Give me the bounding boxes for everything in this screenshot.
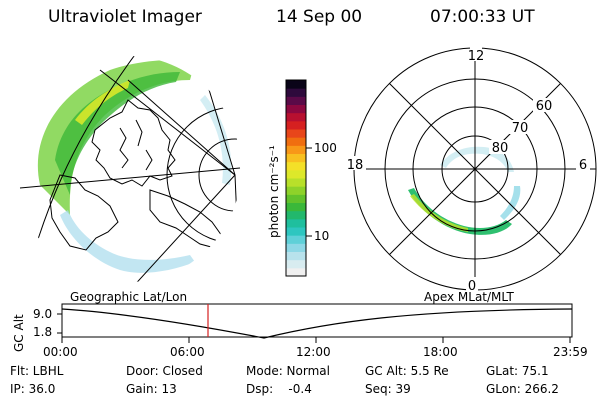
colorbar-swatch	[286, 235, 306, 244]
x-tick-1200: 12:00	[296, 345, 331, 359]
mlt-label-noon: 12	[468, 49, 485, 64]
param-dsp: Dsp: -0.4	[246, 382, 312, 396]
timeline-axis-label: GC Alt	[12, 314, 26, 352]
param-door: Door: Closed	[126, 364, 203, 378]
orbit-timeline: GC Alt	[12, 303, 573, 352]
mlt-label-dawn: 6	[579, 158, 587, 173]
lat-label-60: 60	[536, 99, 553, 114]
param-gc-alt: GC Alt: 5.5 Re	[365, 364, 449, 378]
lat-label-70: 70	[512, 121, 529, 136]
param-seq: Seq: 39	[365, 382, 411, 396]
param-filter: Flt: LBHL	[10, 364, 64, 378]
apex-caption: Apex MLat/MLT	[424, 290, 514, 304]
instrument-title: Ultraviolet Imager	[48, 7, 202, 27]
colorbar-swatch	[286, 259, 306, 269]
x-tick-1800: 18:00	[423, 345, 458, 359]
colorbar-swatch	[286, 194, 306, 203]
colorbar-swatch	[286, 210, 306, 220]
lat-label-80: 80	[492, 141, 509, 156]
colorbar-swatch	[286, 202, 306, 212]
colorbar-tick-10: 10	[314, 229, 329, 243]
colorbar-swatch	[286, 112, 306, 122]
color-scale-bar: 100 10 photon cm⁻²s⁻¹	[267, 79, 337, 277]
colorbar-swatch	[286, 218, 306, 228]
x-tick-0000: 00:00	[43, 345, 78, 359]
colorbar-swatch	[286, 186, 306, 195]
colorbar-swatch	[286, 104, 306, 114]
y-tick-1-8: 1.8	[33, 325, 53, 339]
colorbar-swatch	[286, 227, 306, 236]
date-label: 14 Sep 00	[276, 7, 363, 27]
colorbar-swatch	[286, 178, 306, 187]
colorbar-swatch	[286, 267, 306, 277]
geographic-caption: Geographic Lat/Lon	[70, 290, 188, 304]
time-label: 07:00:33 UT	[430, 7, 535, 27]
x-tick-0600: 06:00	[170, 345, 205, 359]
mlt-label-midnight: 0	[468, 279, 476, 294]
colorbar-swatch	[286, 96, 306, 105]
altitude-curve	[61, 308, 573, 339]
colorbar-swatch	[286, 137, 306, 146]
colorbar-swatch	[286, 88, 306, 97]
colorbar-swatch	[286, 129, 306, 138]
param-gain: Gain: 13	[126, 382, 177, 396]
colorbar-tick-100: 100	[314, 141, 337, 155]
auroral-emission-geographic	[19, 56, 241, 282]
mlt-label-dusk: 18	[347, 158, 364, 173]
colorbar-swatch	[286, 161, 306, 171]
colorbar-swatch	[286, 80, 306, 89]
y-tick-9: 9.0	[33, 307, 53, 321]
polar-mlat-mlt-plot: 12 18 6 0 80 70 60	[344, 47, 597, 294]
geographic-map	[19, 56, 241, 282]
colorbar-swatch	[286, 120, 306, 130]
param-mode: Mode: Normal	[246, 364, 330, 378]
colorbar-swatch	[286, 145, 306, 154]
colorbar-swatch	[286, 169, 306, 179]
colorbar-swatch	[286, 243, 306, 252]
param-ip: IP: 36.0	[10, 382, 56, 396]
param-glat: GLat: 75.1	[486, 364, 549, 378]
param-glon: GLon: 266.2	[486, 382, 559, 396]
colorbar-swatch	[286, 153, 306, 163]
colorbar-unit-label: photon cm⁻²s⁻¹	[267, 145, 281, 238]
colorbar-swatch	[286, 251, 306, 261]
x-tick-2359: 23:59	[553, 345, 588, 359]
